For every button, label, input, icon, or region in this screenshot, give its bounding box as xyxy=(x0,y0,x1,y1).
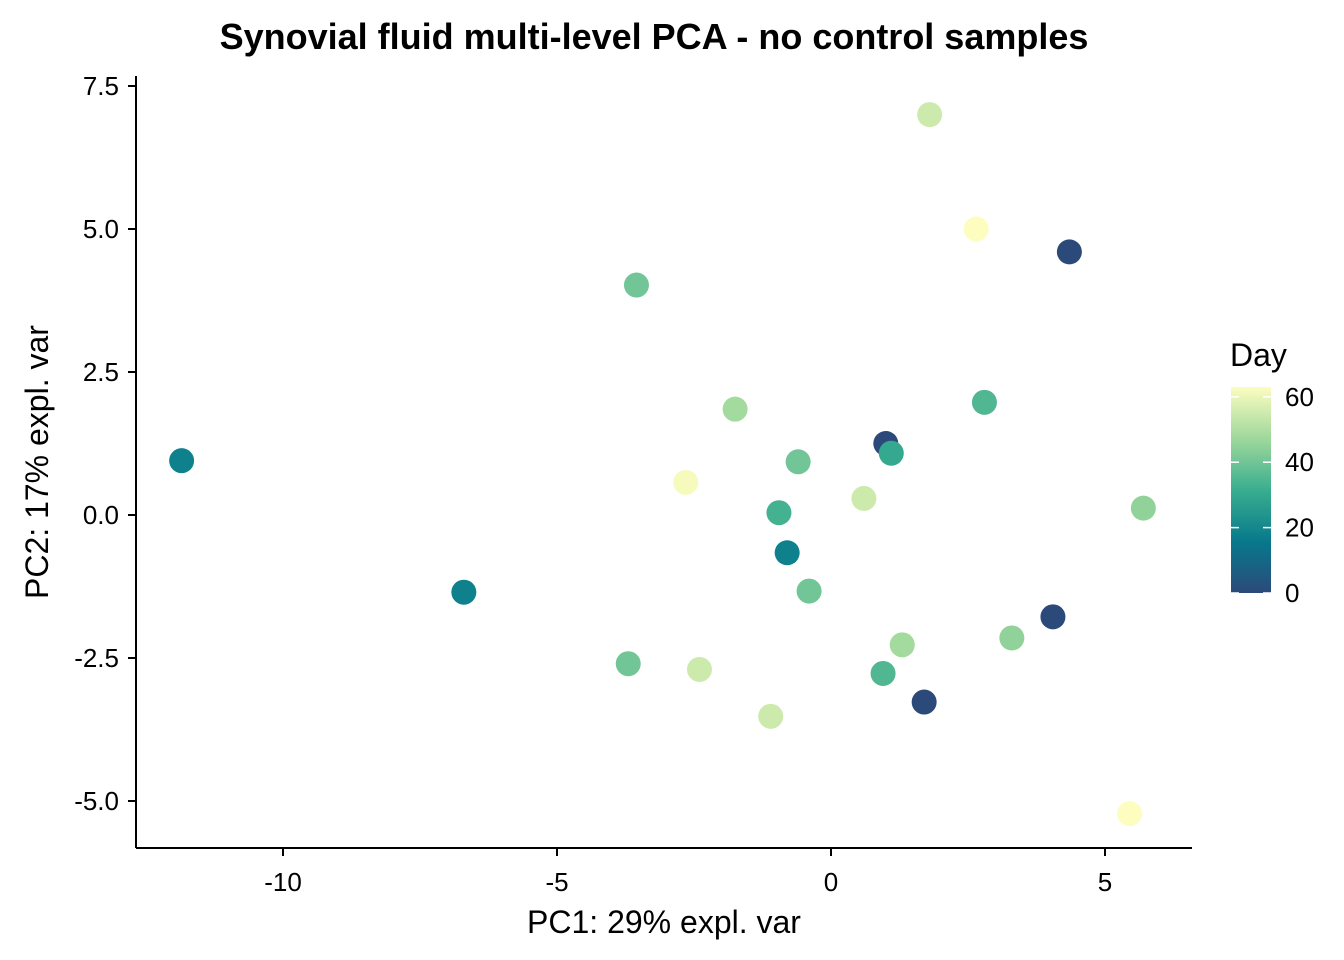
scatter-point xyxy=(1040,604,1066,630)
scatter-point xyxy=(758,703,784,729)
scatter-points xyxy=(169,102,1156,827)
y-axis: -5.0 -2.5 0.0 2.5 5.0 7.5 xyxy=(74,71,137,848)
x-tick-label: -10 xyxy=(264,867,302,897)
x-axis: -10 -5 0 5 xyxy=(136,847,1192,897)
scatter-point xyxy=(796,578,822,604)
x-tick-label: 5 xyxy=(1098,867,1112,897)
scatter-point xyxy=(169,448,195,474)
y-tick-label: 2.5 xyxy=(83,357,119,387)
scatter-point xyxy=(1117,801,1143,827)
y-tick-label: 5.0 xyxy=(83,214,119,244)
legend-tick-label: 60 xyxy=(1285,382,1314,412)
scatter-point xyxy=(1130,495,1156,521)
legend-ticks: 0 20 40 60 xyxy=(1231,382,1314,608)
legend-title: Day xyxy=(1230,337,1287,373)
scatter-point xyxy=(851,485,877,511)
scatter-point xyxy=(686,656,712,682)
legend-tick-label: 20 xyxy=(1285,513,1314,543)
scatter-point xyxy=(451,579,477,605)
scatter-point xyxy=(917,102,943,128)
scatter-point xyxy=(889,632,915,658)
scatter-point xyxy=(878,440,904,466)
scatter-point xyxy=(785,449,811,475)
scatter-point xyxy=(766,500,792,526)
scatter-point xyxy=(1056,239,1082,265)
x-tick-label: 0 xyxy=(824,867,838,897)
scatter-point xyxy=(971,389,997,415)
x-tick-label: -5 xyxy=(545,867,568,897)
scatter-point xyxy=(999,625,1025,651)
legend-tick-label: 0 xyxy=(1285,578,1299,608)
scatter-point xyxy=(722,396,748,422)
scatter-point xyxy=(774,540,800,566)
chart-title: Synovial fluid multi-level PCA - no cont… xyxy=(220,16,1089,57)
y-axis-title: PC2: 17% expl. var xyxy=(19,325,55,599)
scatter-point xyxy=(615,651,641,677)
y-tick-label: -2.5 xyxy=(74,643,119,673)
scatter-point xyxy=(673,469,699,495)
scatter-point xyxy=(870,660,896,686)
legend-tick-label: 40 xyxy=(1285,447,1314,477)
y-tick-label: 7.5 xyxy=(83,71,119,101)
legend-colorbar xyxy=(1231,387,1271,593)
scatter-point xyxy=(963,216,989,242)
y-tick-label: 0.0 xyxy=(83,500,119,530)
x-axis-title: PC1: 29% expl. var xyxy=(527,904,801,940)
scatter-point xyxy=(911,689,937,715)
scatter-point xyxy=(623,272,649,298)
y-tick-label: -5.0 xyxy=(74,786,119,816)
day-legend: Day 0 20 40 60 xyxy=(1230,337,1314,608)
